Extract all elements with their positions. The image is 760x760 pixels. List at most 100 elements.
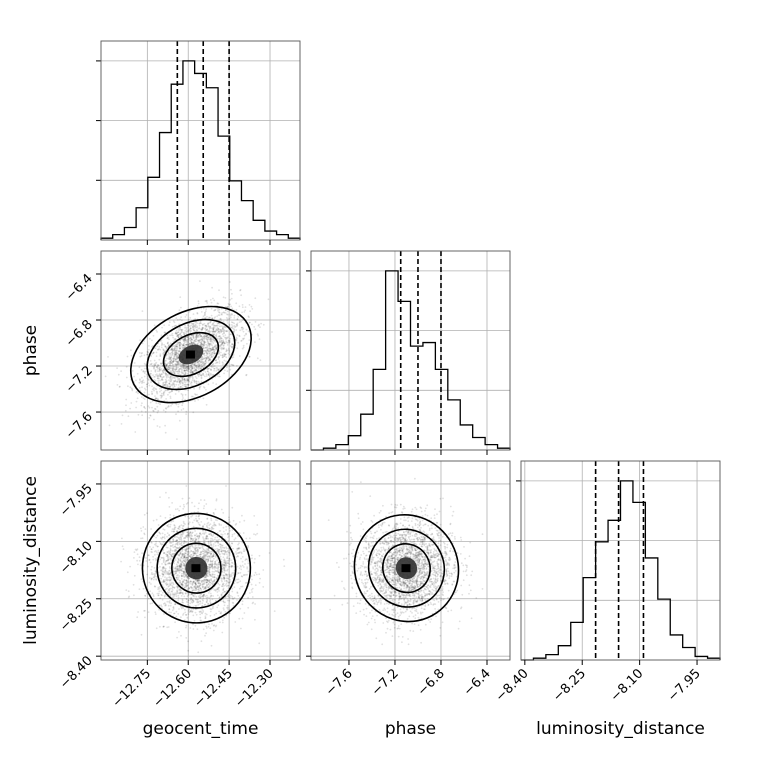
sample-point [195, 380, 198, 383]
sample-point [191, 323, 194, 325]
sample-point [168, 542, 171, 544]
sample-point [170, 390, 173, 393]
sample-point [165, 373, 168, 375]
sample-point [173, 377, 176, 379]
sample-point [235, 338, 237, 341]
sample-point [218, 311, 221, 314]
sample-point [214, 588, 217, 591]
y-tick-label: −6.4 [63, 271, 96, 304]
sample-point [171, 367, 174, 370]
sample-point [189, 342, 191, 345]
sample-point [247, 330, 250, 333]
sample-point [208, 347, 211, 350]
sample-point [222, 330, 225, 332]
sample-point [227, 306, 229, 308]
sample-point [139, 339, 142, 342]
sample-point [203, 352, 205, 355]
sample-point [185, 369, 188, 371]
sample-point [216, 588, 219, 591]
sample-point [183, 548, 186, 551]
sample-point [166, 553, 168, 556]
sample-point [171, 541, 174, 544]
sample-point [183, 383, 186, 386]
sample-point [162, 556, 165, 559]
sample-point [205, 356, 208, 359]
sample-point [187, 324, 189, 326]
sample-point [220, 325, 223, 327]
sample-point [218, 569, 221, 571]
sample-point [152, 410, 155, 413]
sample-point [141, 537, 144, 540]
sample-point [209, 316, 211, 319]
sample-point [175, 317, 178, 319]
sample-point [221, 356, 224, 359]
sample-point [199, 344, 202, 346]
sample-point [168, 552, 171, 555]
sample-point [183, 344, 186, 347]
sample-point [201, 338, 204, 341]
sample-point [185, 328, 188, 331]
sample-point [179, 344, 181, 347]
sample-point [206, 526, 209, 529]
sample-point [157, 364, 160, 367]
sample-point [218, 339, 221, 342]
sample-point [198, 534, 200, 537]
sample-point [181, 393, 184, 396]
sample-point [219, 553, 221, 556]
sample-point [208, 569, 210, 572]
sample-point [205, 594, 208, 597]
sample-point [153, 376, 155, 378]
sample-point [143, 532, 146, 535]
sample-point [192, 313, 195, 315]
sample-point [195, 519, 198, 522]
sample-point [213, 321, 215, 323]
sample-point [159, 390, 161, 393]
sample-point [170, 361, 172, 363]
sample-point [174, 344, 177, 347]
sample-point [165, 372, 168, 375]
sample-point [236, 334, 239, 336]
sample-point [220, 319, 223, 321]
sample-point [182, 347, 184, 350]
sample-point [242, 327, 245, 330]
sample-point [170, 348, 173, 351]
sample-point [164, 569, 167, 572]
sample-point [207, 557, 210, 560]
sample-point [169, 357, 172, 359]
sample-point [157, 381, 160, 384]
sample-point [185, 344, 188, 346]
sample-point [223, 577, 226, 580]
sample-point [168, 540, 171, 543]
sample-point [209, 353, 211, 355]
sample-point [198, 365, 200, 368]
sample-point [192, 594, 195, 597]
sample-point [262, 586, 265, 588]
sample-point [170, 355, 172, 357]
sample-point [177, 569, 180, 572]
sample-point [208, 350, 210, 353]
sample-point [142, 370, 145, 372]
sample-point [152, 388, 155, 390]
sample-point [171, 390, 174, 393]
sample-point [150, 573, 153, 575]
sample-point [201, 545, 204, 548]
sample-point [179, 362, 182, 364]
sample-point [182, 555, 185, 557]
sample-point [196, 366, 199, 369]
sample-point [170, 365, 173, 367]
sample-point [195, 336, 198, 339]
sample-point [196, 329, 199, 332]
sample-point [201, 532, 204, 535]
sample-point [207, 563, 210, 566]
sample-point [154, 379, 157, 382]
sample-point [165, 563, 167, 566]
sample-point [209, 327, 211, 329]
sample-point [206, 323, 209, 326]
sample-point [210, 368, 212, 371]
sample-point [179, 386, 182, 388]
sample-point [182, 344, 185, 347]
sample-point [214, 359, 217, 362]
sample-point [176, 530, 179, 533]
sample-point [125, 376, 128, 379]
sample-point [156, 375, 159, 377]
